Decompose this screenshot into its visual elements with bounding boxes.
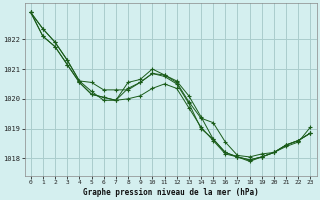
X-axis label: Graphe pression niveau de la mer (hPa): Graphe pression niveau de la mer (hPa) xyxy=(83,188,259,197)
